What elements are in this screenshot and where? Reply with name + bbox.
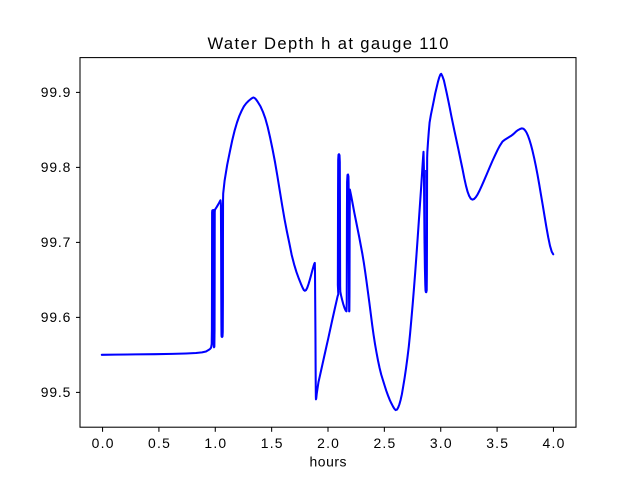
svg-text:hours: hours [310,453,347,469]
svg-text:Water Depth h at gauge 110: Water Depth h at gauge 110 [208,34,449,53]
svg-text:99.9: 99.9 [41,84,71,100]
svg-text:99.5: 99.5 [41,384,71,400]
svg-text:3.5: 3.5 [486,435,508,451]
svg-text:2.5: 2.5 [373,435,395,451]
svg-text:0.5: 0.5 [148,435,170,451]
svg-text:4.0: 4.0 [543,435,565,451]
svg-text:1.5: 1.5 [261,435,283,451]
svg-text:99.8: 99.8 [41,159,71,175]
svg-text:0.0: 0.0 [92,435,114,451]
svg-text:2.0: 2.0 [317,435,339,451]
svg-text:99.6: 99.6 [41,309,71,325]
svg-text:3.0: 3.0 [430,435,452,451]
svg-text:99.7: 99.7 [41,234,71,250]
svg-text:1.0: 1.0 [204,435,226,451]
